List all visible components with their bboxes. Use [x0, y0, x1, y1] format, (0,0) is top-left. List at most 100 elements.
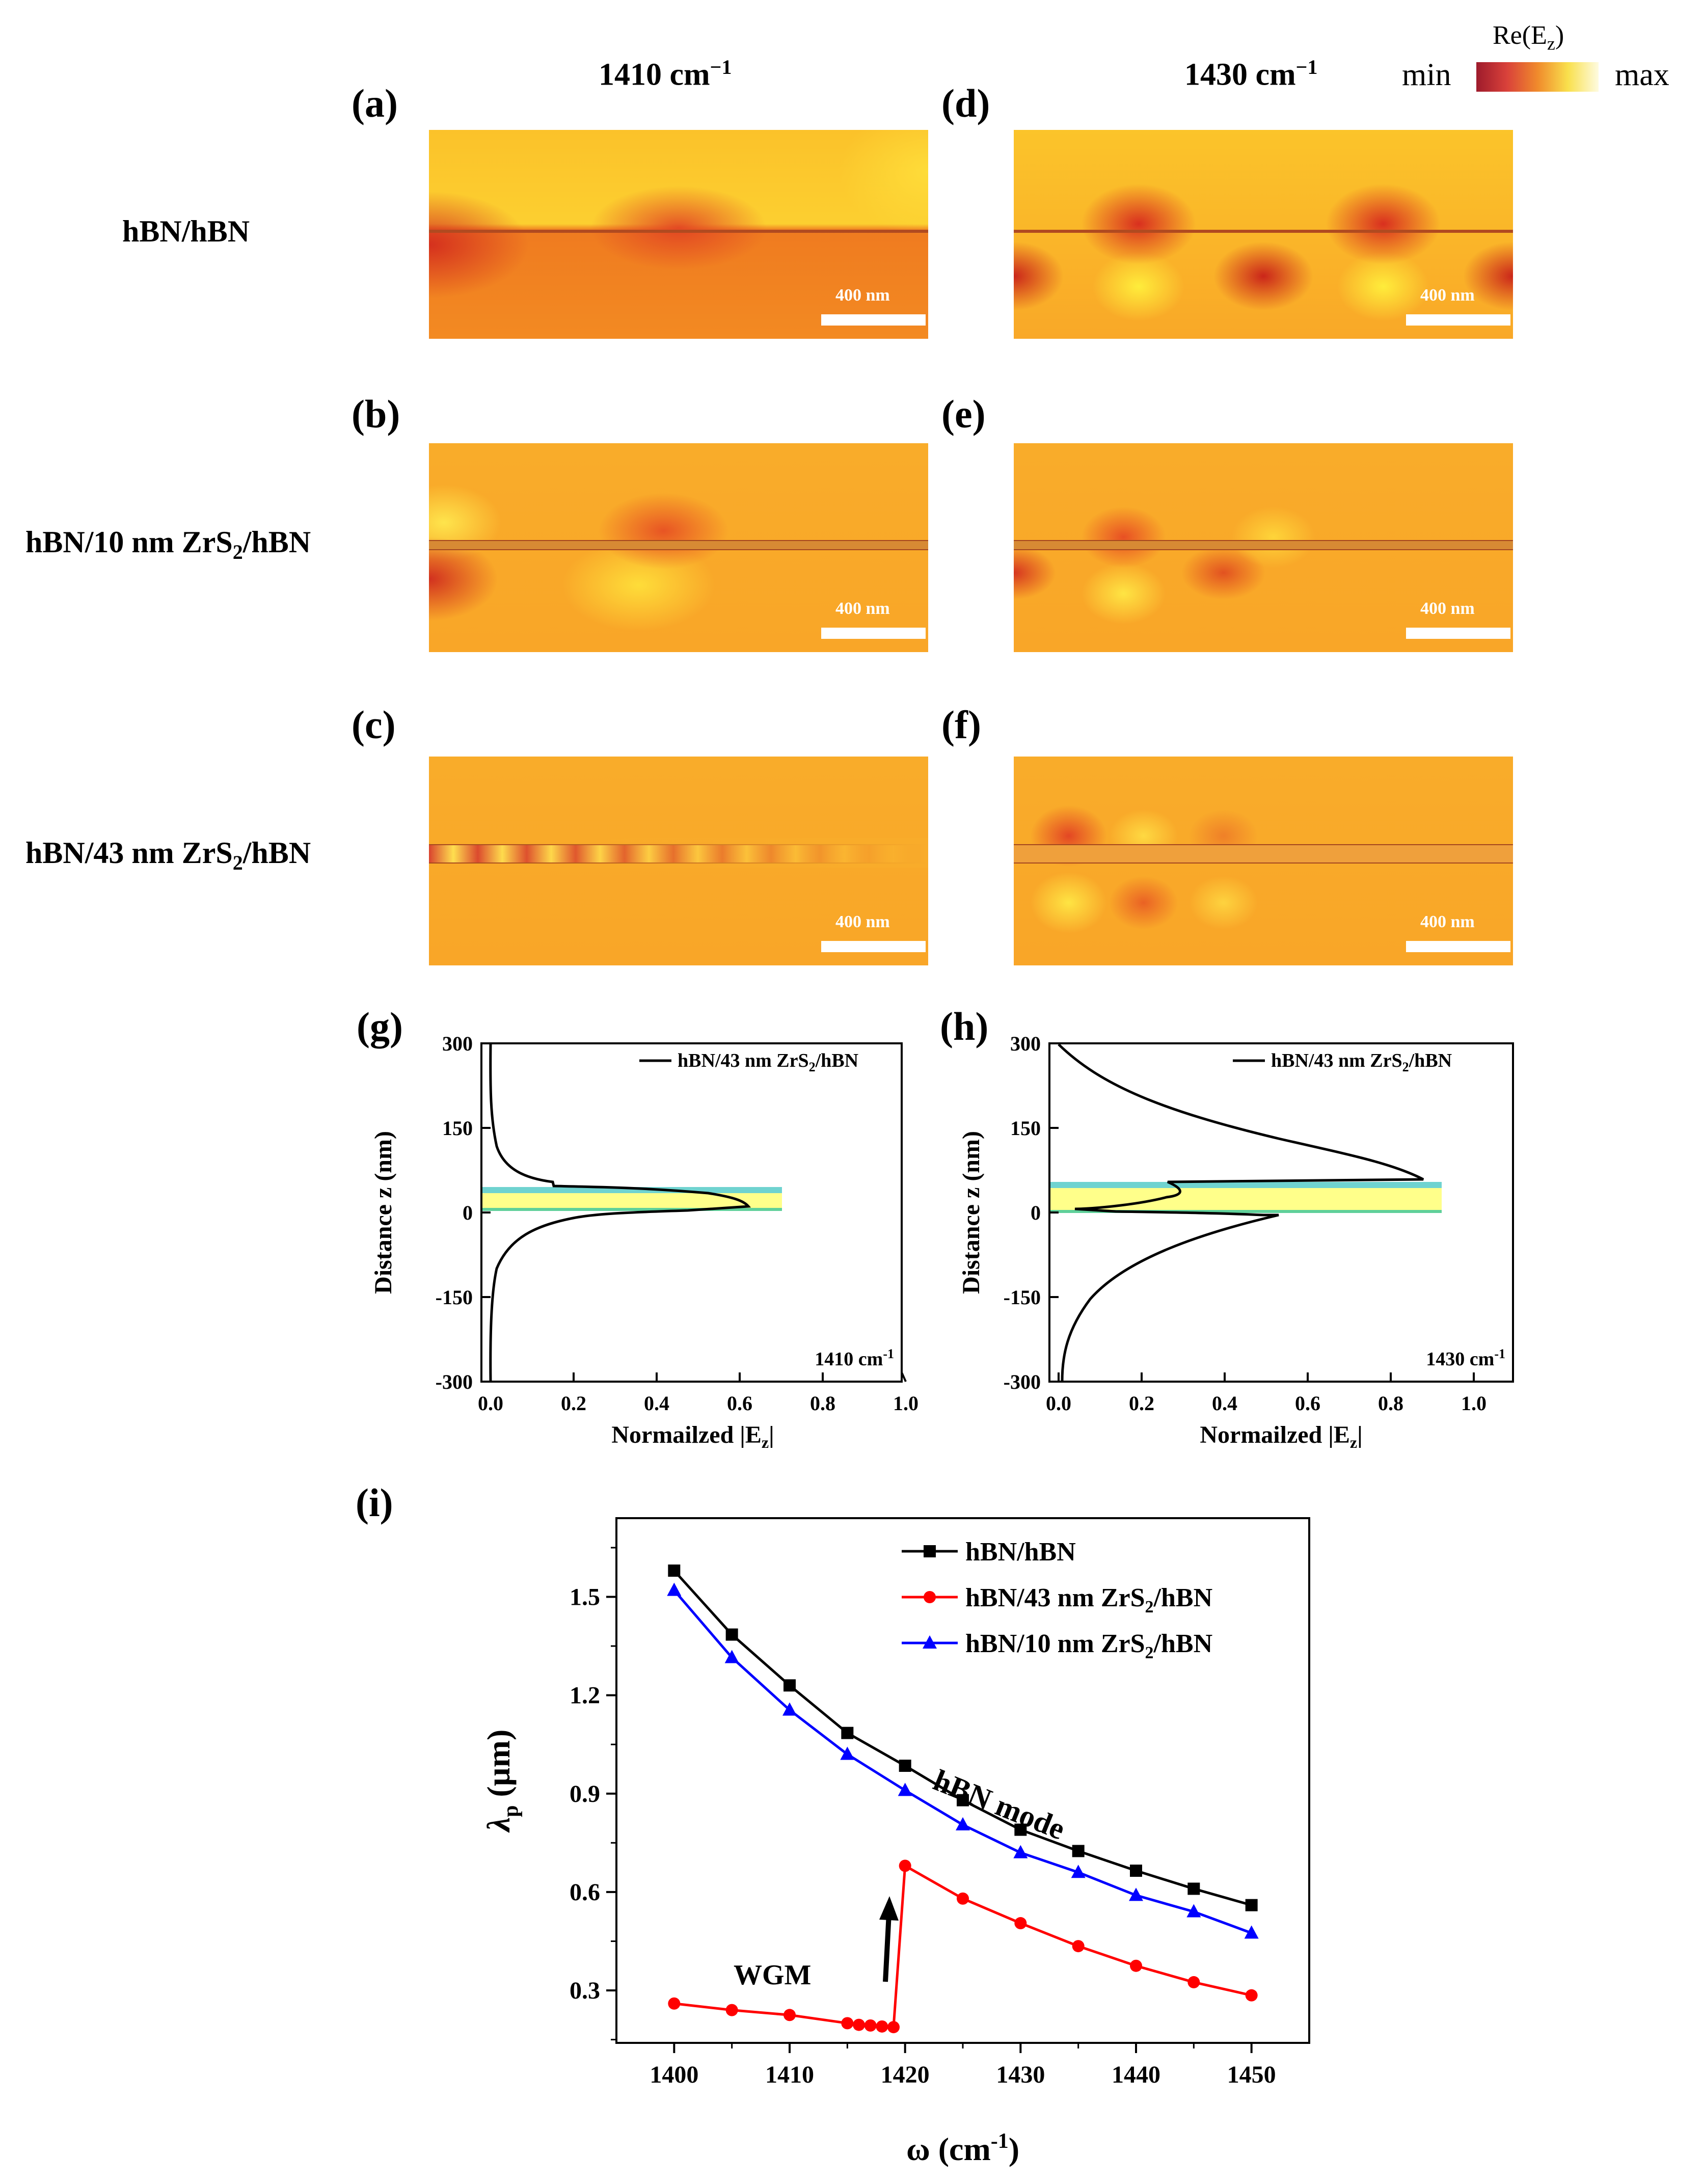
data-point	[1245, 1899, 1258, 1911]
x-tick-label: 0.0	[478, 1392, 503, 1415]
data-point	[1072, 1940, 1085, 1953]
legend-label: hBN/hBN	[965, 1538, 1076, 1567]
data-point	[1130, 1865, 1142, 1877]
data-point	[887, 2021, 900, 2034]
data-point	[841, 2017, 854, 2030]
data-point	[1187, 1976, 1200, 1988]
data-point	[782, 1702, 797, 1716]
colorbar-gradient	[1476, 62, 1599, 92]
y-tick-label: -150	[436, 1286, 473, 1309]
data-point	[784, 1679, 796, 1692]
data-point	[1072, 1845, 1085, 1857]
dispersion-chart: 1400 1410 1420 1430 1440 1450 0.3 0.6 0.9 1.2 1.5 ω…	[480, 1517, 1310, 2167]
data-point	[1187, 1882, 1200, 1895]
data-point	[899, 1760, 911, 1772]
data-point	[840, 1746, 855, 1760]
legend-label: hBN/43 nm ZrS2/hBN	[678, 1050, 858, 1074]
interface-line	[1014, 540, 1513, 550]
scale-bar-label: 400 nm	[835, 286, 890, 305]
legend-label: hBN/10 nm ZrS2/hBN	[965, 1629, 1212, 1662]
x-tick-label: 1410	[765, 2061, 814, 2088]
y-tick-label: -150	[1004, 1286, 1041, 1309]
colorbar-min-label: min	[1402, 58, 1451, 92]
scale-bar	[1406, 941, 1510, 952]
panel-label-d: (d)	[941, 81, 990, 125]
interface-line	[429, 540, 928, 550]
x-tick-label: 1420	[881, 2061, 930, 2088]
y-tick-label: 150	[442, 1117, 473, 1140]
field-map-e: 400 nm	[1014, 443, 1513, 652]
field-map-f: 400 nm	[1014, 757, 1513, 965]
y-axis-ticks	[481, 1042, 491, 1383]
row-label-43nm-zrs2: hBN/43 nm ZrS2/hBN	[25, 836, 311, 874]
legend-label: hBN/43 nm ZrS2/hBN	[1271, 1050, 1452, 1074]
y-tick-label: 300	[442, 1032, 473, 1055]
data-point	[864, 2019, 877, 2032]
x-tick-label: 1450	[1227, 2061, 1276, 2088]
y-tick-label: 300	[1010, 1032, 1041, 1055]
data-point	[957, 1794, 969, 1806]
series-line-1	[674, 1864, 1252, 2029]
y-axis-title: Distance z (nm)	[370, 1131, 397, 1294]
data-point	[1129, 1888, 1143, 1901]
scale-bar-label: 400 nm	[835, 599, 890, 618]
panel-label-c: (c)	[352, 703, 396, 747]
data-point	[725, 1628, 738, 1641]
x-tick-label: 0.8	[810, 1392, 835, 1415]
data-point	[957, 1892, 969, 1905]
data-point	[899, 1859, 911, 1872]
scale-bar	[1406, 628, 1510, 639]
column-header-1430: 1430 cm−1	[1184, 56, 1318, 92]
data-point	[1244, 1925, 1259, 1939]
x-tick-label: 0.6	[727, 1392, 752, 1415]
x-tick-label: 0.2	[1129, 1392, 1154, 1415]
x-axis-ticks	[1058, 1372, 1475, 1382]
legend-label: hBN/43 nm ZrS2/hBN	[965, 1583, 1212, 1616]
field-profile-curve	[489, 1044, 751, 1382]
data-point	[956, 1817, 970, 1830]
x-tick-label: 0.8	[1378, 1392, 1403, 1415]
hbn-mode-annotation: hBN mode	[929, 1763, 1070, 1846]
field-map-a: 400 nm	[429, 130, 928, 339]
data-point	[841, 1727, 854, 1739]
legend-marker	[923, 1635, 937, 1649]
y-tick-label: 1.2	[570, 1682, 600, 1709]
zrs2-layer-fade	[429, 838, 928, 868]
profile-plot-g: 300 150 0 -150 -300 0.0 0.2 0.4 0.6 0.8 …	[370, 1032, 918, 1451]
scale-bar	[821, 314, 926, 326]
scale-bar-label: 400 nm	[1420, 599, 1475, 618]
data-point	[1186, 1904, 1201, 1918]
data-point	[724, 1650, 739, 1663]
field-profile-curve	[1058, 1043, 1424, 1382]
data-point	[1130, 1959, 1142, 1972]
data-point	[668, 1565, 681, 1577]
data-point	[853, 2018, 865, 2031]
data-point	[1071, 1865, 1086, 1878]
y-tick-label: -300	[436, 1370, 473, 1393]
x-axis-title: Normailzed |Ez|	[611, 1421, 774, 1451]
scale-bar	[821, 941, 926, 952]
y-tick-label: 0.3	[570, 1977, 600, 2004]
row-label-10nm-zrs2: hBN/10 nm ZrS2/hBN	[25, 525, 311, 563]
x-axis-title: ω (cm-1)	[906, 2129, 1019, 2167]
panel-label-g: (g)	[357, 1004, 403, 1048]
field-map-b: 400 nm	[429, 443, 928, 652]
x-tick-label: 0.6	[1295, 1392, 1320, 1415]
scale-bar	[1406, 314, 1510, 326]
data-point	[898, 1783, 912, 1796]
column-header-1410: 1410 cm−1	[599, 56, 732, 92]
data-point	[1013, 1845, 1028, 1858]
x-tick-label: 0.0	[1046, 1392, 1071, 1415]
data-point	[1245, 1989, 1258, 2002]
x-tick-label: 0.2	[561, 1392, 586, 1415]
data-point	[667, 1582, 682, 1596]
data-point	[668, 1997, 681, 2010]
y-axis-title: Distance z (nm)	[958, 1131, 985, 1294]
y-tick-label: 0.6	[570, 1879, 600, 1906]
x-tick-label: 1.0	[1461, 1392, 1487, 1415]
y-tick-label: 1.5	[570, 1584, 600, 1611]
frequency-label: 1430 cm-1	[1426, 1346, 1505, 1370]
scale-bar-label: 400 nm	[835, 912, 890, 931]
frequency-label: 1410 cm-1	[815, 1346, 894, 1370]
x-tick-label: 0.4	[1212, 1392, 1237, 1415]
